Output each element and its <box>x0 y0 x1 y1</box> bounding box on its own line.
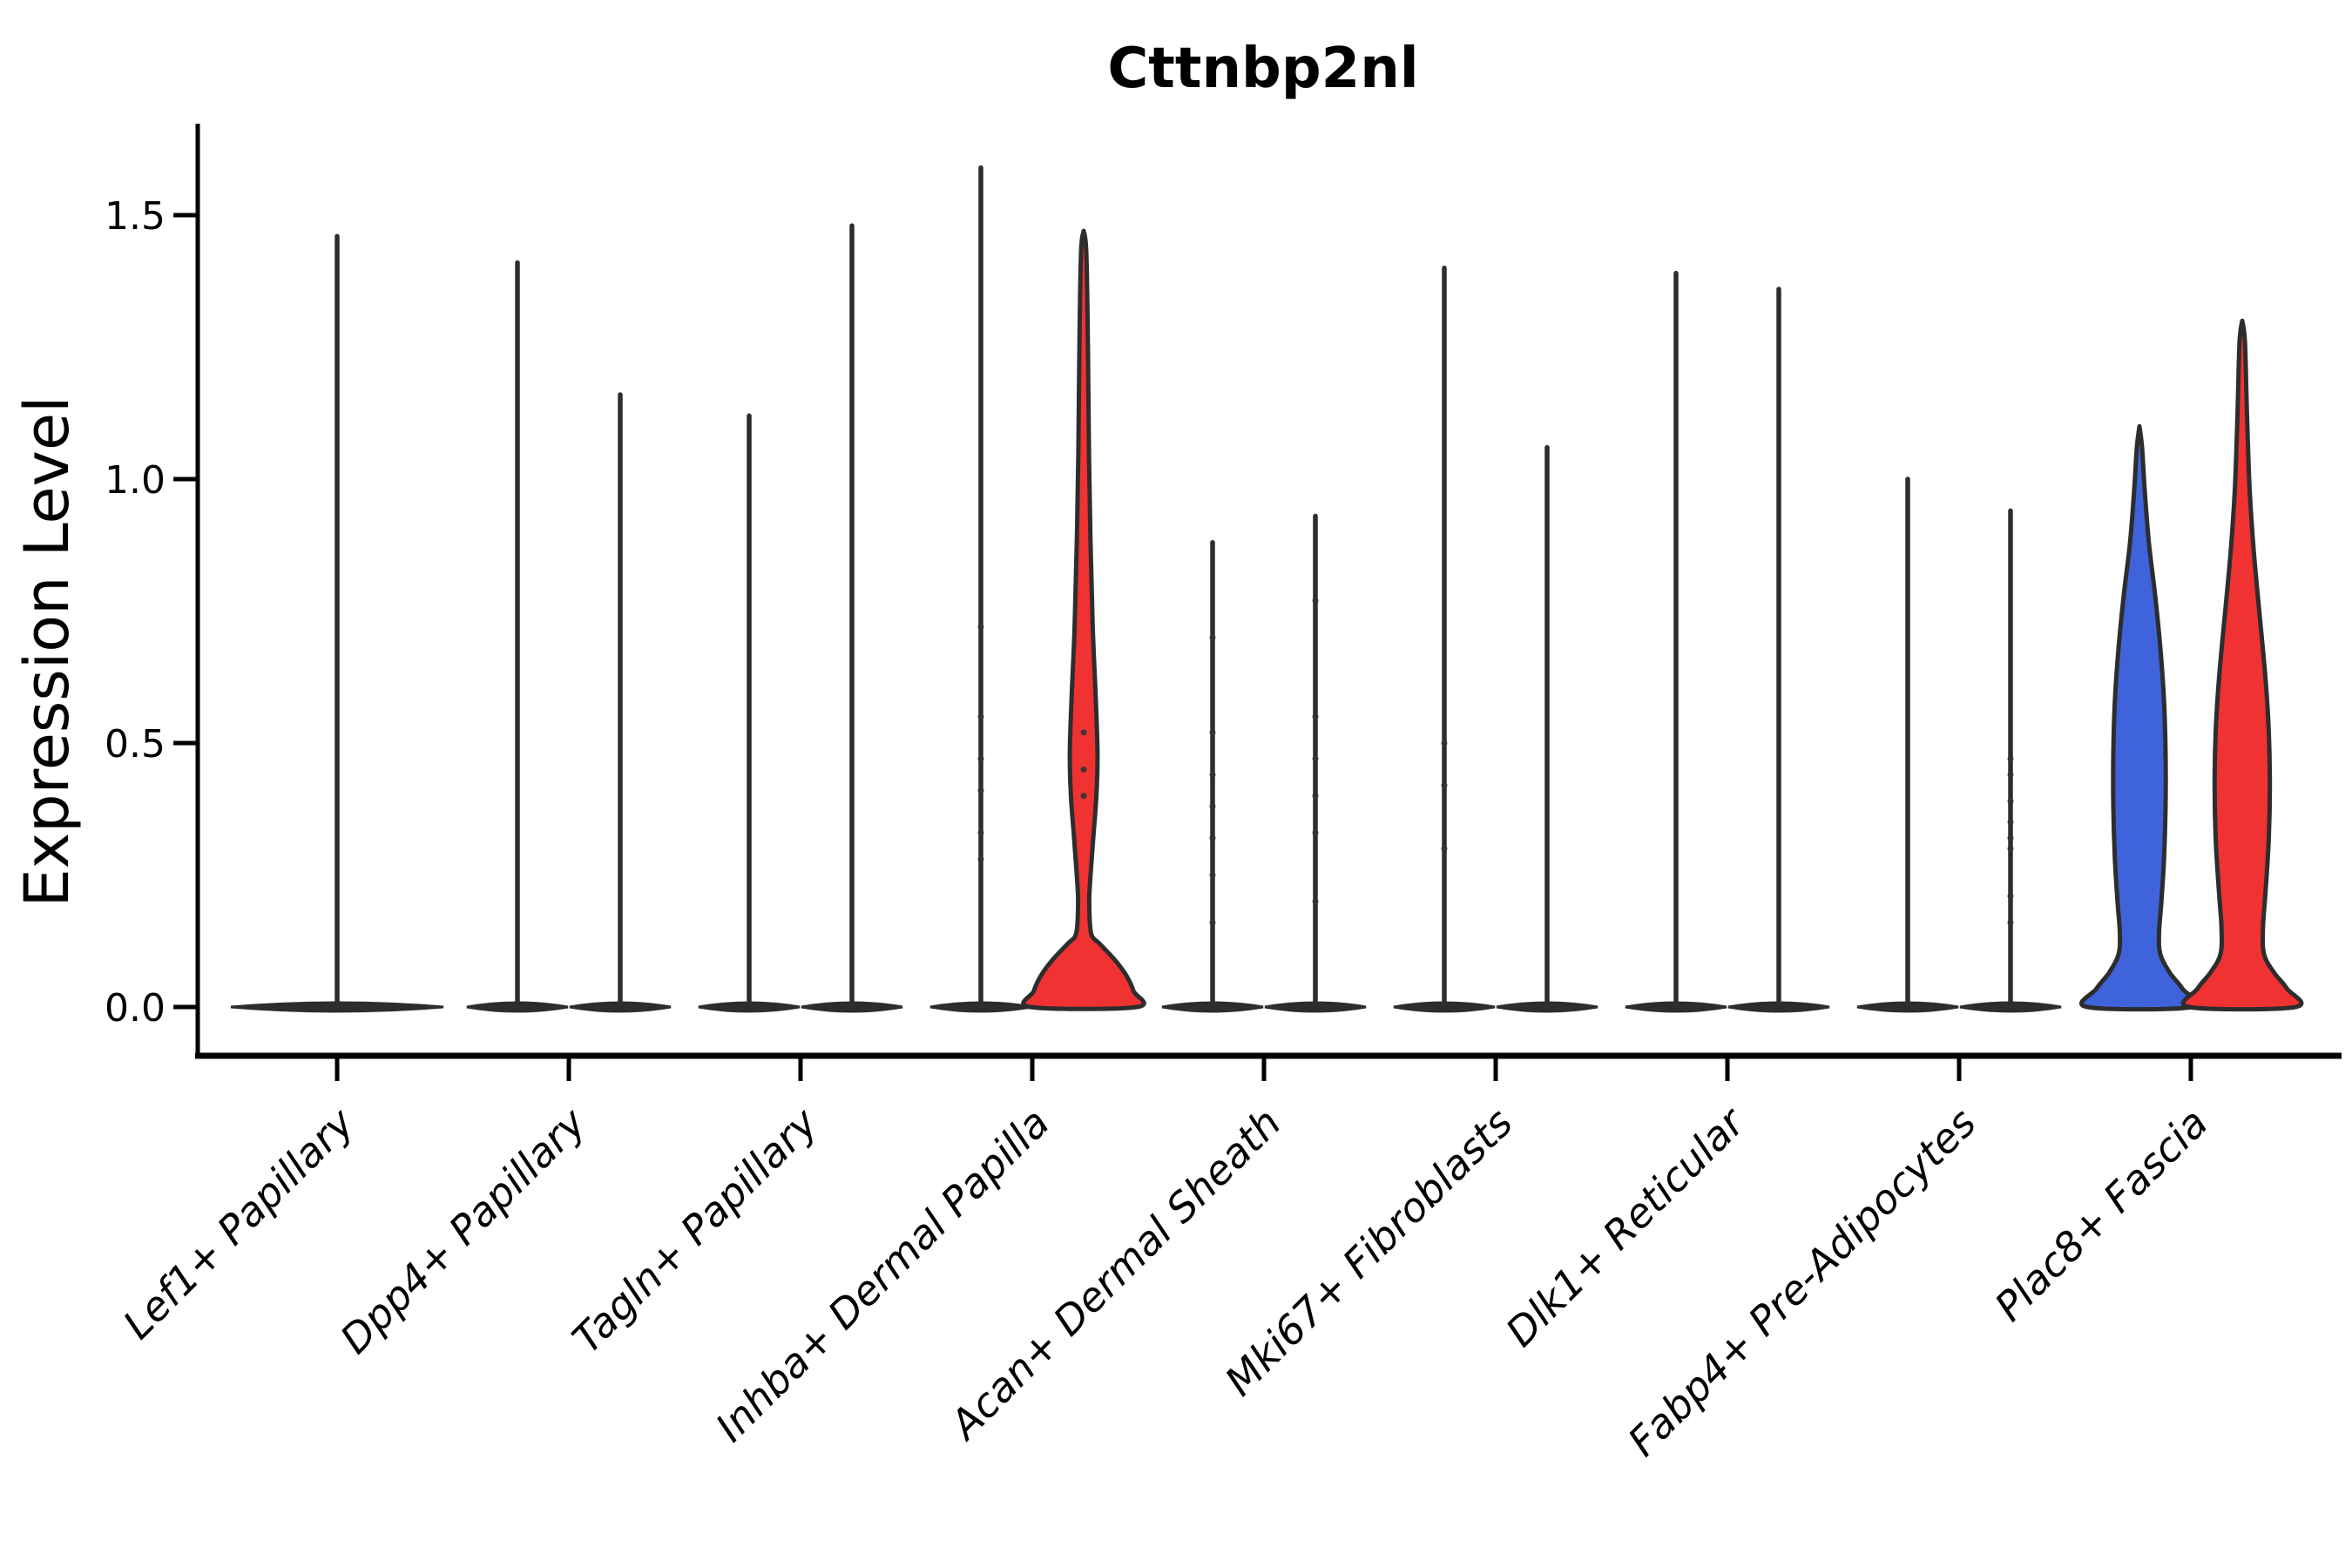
x-tick-label: Tagln+ Papillary <box>563 1098 827 1362</box>
violin-base <box>569 1001 672 1013</box>
violin-base <box>1264 1001 1367 1013</box>
violin-inhba-dermal-papilla-right <box>1021 228 1146 1011</box>
violin-dpp4-papillary-left <box>466 260 569 1013</box>
jitter-dot <box>1209 835 1216 841</box>
y-tick-label: 0.5 <box>105 722 166 767</box>
x-tick-label: Dlk1+ Reticular <box>1497 1097 1755 1355</box>
jitter-dot <box>1209 872 1216 878</box>
jitter-dot <box>977 829 984 836</box>
violin-base <box>1496 1001 1598 1013</box>
y-axis-label: Expression Level <box>11 395 83 907</box>
jitter-dot <box>1080 793 1087 800</box>
violin-base <box>1625 1001 1727 1013</box>
x-tick-label: Plac8+ Fascia <box>1985 1099 2216 1330</box>
jitter-dot <box>977 787 984 794</box>
jitter-dot <box>977 855 984 862</box>
jitter-dot <box>977 624 984 631</box>
violin-base <box>698 1001 801 1013</box>
jitter-dot <box>1209 919 1216 926</box>
jitter-dot <box>1209 634 1216 641</box>
jitter-dot <box>1312 755 1319 762</box>
violin-base <box>1161 1001 1264 1013</box>
violin-base <box>1856 1001 1959 1013</box>
jitter-dot <box>1312 898 1319 905</box>
x-tick-label: Lef1+ Papillary <box>114 1098 363 1348</box>
violin-dpp4-papillary-right <box>569 392 672 1013</box>
violin-body <box>2180 318 2304 1012</box>
violin-base <box>801 1001 903 1013</box>
violin-acan-dermal-sheath-left <box>1161 539 1264 1013</box>
violin-mki67-fibroblasts-right <box>1496 444 1598 1013</box>
violin-base <box>1959 1001 2062 1013</box>
jitter-dot <box>2007 798 2014 805</box>
violin-dlk1-reticular-left <box>1625 270 1727 1013</box>
jitter-dot <box>1441 781 1448 788</box>
y-tick-label: 0.0 <box>105 986 166 1031</box>
jitter-dot <box>977 755 984 762</box>
violin-acan-dermal-sheath-right <box>1264 513 1367 1013</box>
jitter-dot <box>1312 597 1319 604</box>
plot-marks <box>173 124 2342 1081</box>
jitter-dot <box>2007 771 2014 778</box>
jitter-dot <box>1441 740 1448 747</box>
jitter-dot <box>2007 835 2014 841</box>
jitter-dot <box>2007 893 2014 900</box>
violin-mki67-fibroblasts-left <box>1393 265 1496 1013</box>
x-tick-label: Dpp4+ Papillary <box>331 1098 595 1362</box>
jitter-dot <box>1441 845 1448 852</box>
violin-tagln-papillary-left <box>698 413 801 1013</box>
jitter-dot <box>977 713 984 720</box>
jitter-dot <box>1080 729 1087 736</box>
violin-tagln-papillary-right <box>801 223 903 1013</box>
violin-plac8-fascia-left <box>2078 423 2200 1012</box>
jitter-dot <box>1080 766 1087 773</box>
jitter-dot <box>2007 755 2014 762</box>
jitter-dot <box>1312 829 1319 836</box>
violin-body <box>2078 423 2200 1012</box>
violin-dlk1-reticular-right <box>1727 287 1830 1013</box>
violin-inhba-dermal-papilla-left <box>929 165 1032 1013</box>
x-tick-labels: Lef1+ Papillary Dpp4+ Papillary Tagln+ P… <box>114 1097 2217 1465</box>
jitter-dot <box>1209 771 1216 778</box>
jitter-dot <box>1312 713 1319 720</box>
jitter-dot <box>1312 793 1319 800</box>
violin-plac8-fascia-right <box>2180 318 2304 1012</box>
violin-body <box>1021 228 1146 1011</box>
violin-fabp4-pre-adipocytes-right <box>1959 508 2062 1013</box>
jitter-dot <box>2007 919 2014 926</box>
y-tick-labels: 0.0 0.5 1.0 1.5 <box>105 194 166 1031</box>
jitter-dot <box>2007 819 2014 826</box>
violin-base <box>1727 1001 1830 1013</box>
jitter-dot <box>1209 803 1216 810</box>
jitter-dot <box>1209 729 1216 736</box>
y-tick-label: 1.0 <box>105 458 166 503</box>
violin-lef1-papillary-center <box>230 233 444 1013</box>
violin-base <box>466 1001 569 1013</box>
violin-base <box>1393 1001 1496 1013</box>
y-tick-label: 1.5 <box>105 194 166 239</box>
jitter-dot <box>2007 845 2014 852</box>
violin-base <box>230 1001 444 1013</box>
chart-title: Cttnbp2nl <box>1107 37 1418 101</box>
violin-fabp4-pre-adipocytes-left <box>1856 476 1959 1013</box>
